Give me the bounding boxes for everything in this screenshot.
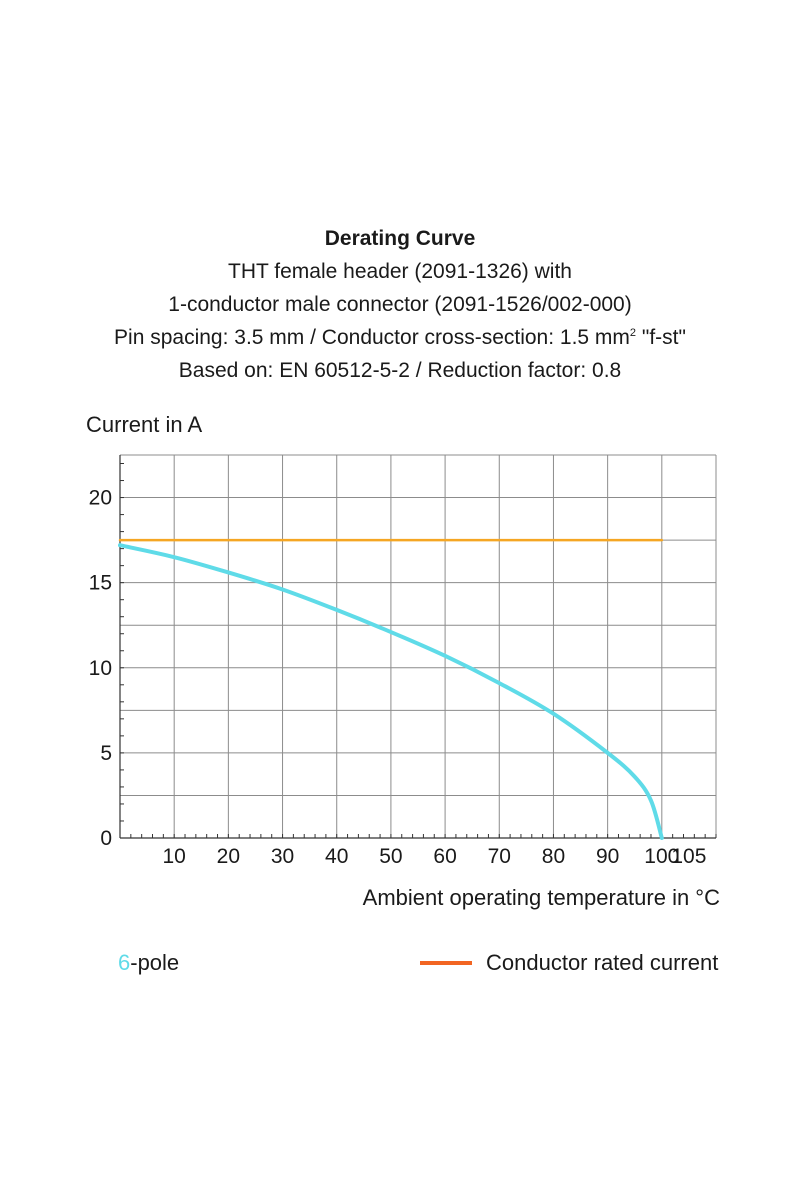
y-tick-label: 15 — [89, 572, 112, 595]
chart-subtitle-line-1: THT female header (2091-1326) with — [228, 260, 572, 283]
series-line-6-pole — [118, 543, 664, 840]
pin-spacing-text: Pin spacing: 3.5 mm / Conductor cross-se… — [114, 326, 630, 349]
chart-title: Derating Curve — [324, 227, 476, 250]
x-tick-label: 10 — [163, 845, 186, 868]
y-tick-label: 20 — [89, 487, 112, 510]
x-tick-label: 90 — [596, 845, 619, 868]
legend-pole-suffix: -pole — [130, 950, 180, 975]
x-tick-label: 20 — [217, 845, 240, 868]
chart-subtitle-line-3: Pin spacing: 3.5 mm / Conductor cross-se… — [0, 321, 800, 354]
x-tick-label: 50 — [379, 845, 402, 868]
legend-rated-current-swatch — [420, 961, 472, 965]
squared-superscript: 2 — [629, 327, 637, 339]
chart-subtitle-line-2: 1-conductor male connector (2091-1526/00… — [168, 293, 632, 316]
y-tick-label: 5 — [100, 742, 112, 765]
x-tick-label: 100 — [644, 845, 679, 868]
x-tick-label: 105 — [671, 845, 706, 868]
x-tick-label: 60 — [433, 845, 456, 868]
legend-rated-current: Conductor rated current — [420, 950, 718, 976]
y-axis-label: Current in A — [86, 412, 202, 437]
x-tick-label: 40 — [325, 845, 348, 868]
x-tick-label: 80 — [542, 845, 565, 868]
chart-title-block: Derating Curve THT female header (2091-1… — [0, 222, 800, 387]
x-tick-label: 70 — [488, 845, 511, 868]
x-tick-label: 30 — [271, 845, 294, 868]
x-axis-label: Ambient operating temperature in °C — [363, 885, 720, 910]
legend-6-pole: 6-pole — [118, 950, 179, 976]
y-tick-label: 10 — [89, 657, 112, 680]
y-tick-label: 0 — [100, 827, 112, 850]
legend-pole-number: 6 — [118, 950, 131, 975]
chart-subtitle-line-4: Based on: EN 60512-5-2 / Reduction facto… — [178, 359, 622, 382]
fst-text: "f-st" — [636, 326, 686, 349]
legend-rated-current-label: Conductor rated current — [486, 950, 719, 975]
